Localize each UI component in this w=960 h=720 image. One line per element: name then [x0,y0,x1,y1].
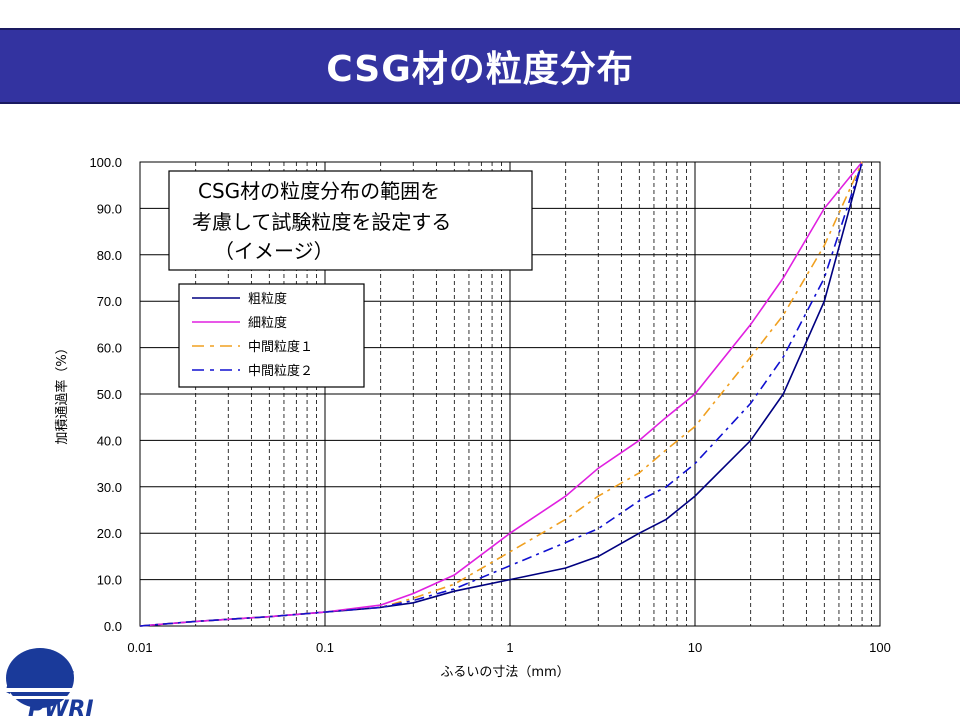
y-tick-label: 40.0 [97,433,122,448]
logo-text: PWRI [28,697,94,720]
slide-title: CSG材の粒度分布 [326,49,634,90]
annotation-line-1: CSG材の粒度分布の範囲を [198,179,440,203]
x-tick-label: 0.01 [127,640,152,655]
annotation-line-2: 考慮して試験粒度を設定する [192,210,451,234]
series-line [139,161,863,627]
y-tick-label: 70.0 [97,294,122,309]
y-tick-label: 10.0 [97,573,122,588]
tick-labels: 0.010.020.030.040.050.060.070.080.090.01… [89,155,890,655]
x-axis-title: ふるいの寸法（mm） [440,665,569,680]
y-tick-label: 100.0 [89,155,122,170]
annotation-line-3: （イメージ） [214,239,334,263]
x-tick-label: 100 [869,640,891,655]
title-bar: CSG材の粒度分布 [0,28,960,104]
pwri-logo: PWRI [0,648,94,720]
x-tick-label: 0.1 [316,640,334,655]
x-tick-label: 10 [688,640,702,655]
annotation-box: CSG材の粒度分布の範囲を 考慮して試験粒度を設定する （イメージ） [168,170,533,271]
y-tick-label: 50.0 [97,387,122,402]
plot-area [139,161,881,627]
y-axis-title: 加積通過率（%） [54,341,70,444]
y-tick-label: 60.0 [97,341,122,356]
y-tick-label: 30.0 [97,480,122,495]
legend-label: 中間粒度１ [248,339,313,355]
y-tick-label: 0.0 [104,619,122,634]
legend-label: 中間粒度２ [248,363,313,379]
y-tick-label: 90.0 [97,201,122,216]
legend-label: 細粒度 [248,315,287,331]
y-tick-label: 80.0 [97,248,122,263]
y-tick-label: 20.0 [97,526,122,541]
series-lines [139,161,863,627]
x-tick-label: 1 [506,640,513,655]
legend-label: 粗粒度 [248,291,287,307]
